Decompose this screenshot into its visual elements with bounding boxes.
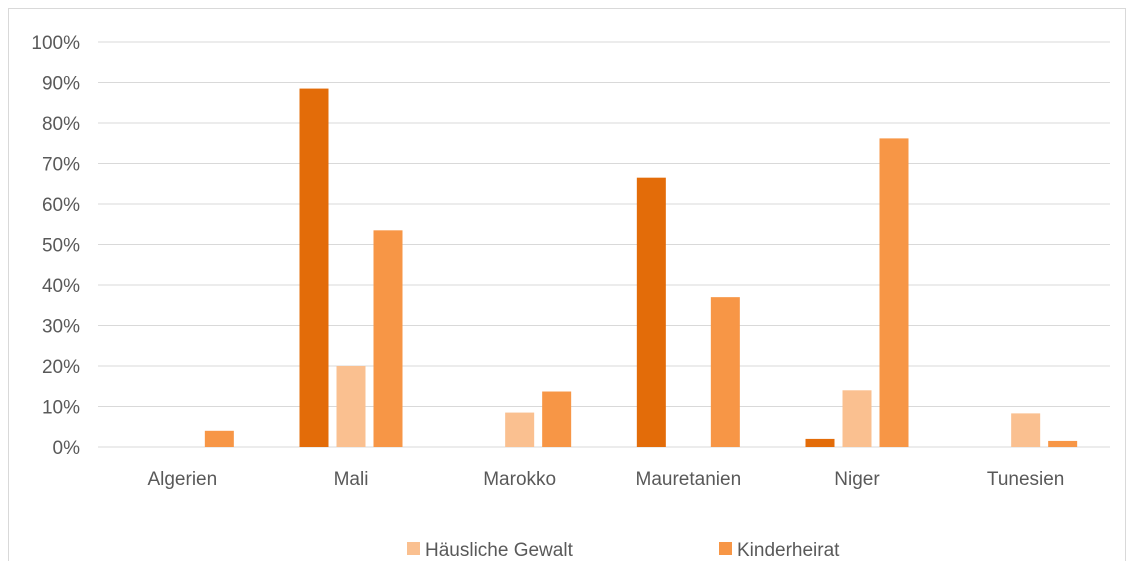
bar-niger-series-3 — [879, 138, 909, 447]
y-tick-label: 60% — [42, 195, 80, 216]
bar-mali-series-2 — [336, 366, 366, 447]
y-tick-label: 70% — [42, 155, 80, 176]
x-category-label: Niger — [834, 469, 880, 490]
legend: Häusliche Gewalt Kinderheirat — [407, 540, 840, 561]
legend-swatch — [407, 542, 420, 555]
gridlines — [98, 41, 1110, 448]
x-category-label: Algerien — [147, 469, 217, 490]
legend-label: Kinderheirat — [737, 540, 840, 561]
x-category-label: Mali — [334, 469, 369, 490]
bar-tunesien-series-2 — [1011, 413, 1041, 447]
y-tick-label: 50% — [42, 236, 80, 257]
bar-niger-series-1 — [805, 438, 835, 447]
bar-mali-series-3 — [373, 230, 403, 447]
bars — [204, 88, 1078, 448]
y-tick-label: 0% — [53, 438, 81, 459]
y-axis-tick-labels: 0% 10% 20% 30% 40% 50% 60% 70% 80% 90% 100% — [31, 33, 80, 459]
bar-mauretanien-series-3 — [710, 297, 740, 447]
x-category-label: Tunesien — [987, 469, 1064, 490]
y-tick-label: 100% — [31, 33, 80, 54]
x-category-label: Marokko — [483, 469, 556, 490]
y-tick-label: 20% — [42, 357, 80, 378]
bar-algerien-series-3 — [204, 430, 234, 447]
chart-frame — [8, 8, 1126, 561]
legend-label: Häusliche Gewalt — [425, 540, 574, 561]
bar-mauretanien-series-1 — [636, 177, 666, 448]
y-tick-label: 80% — [42, 114, 80, 135]
bar-niger-series-2 — [842, 390, 872, 447]
x-axis-category-labels: Algerien Mali Marokko Mauretanien Niger Tunes… — [147, 469, 1064, 490]
legend-swatch — [719, 542, 732, 555]
bar-marokko-series-2 — [505, 412, 535, 447]
y-tick-label: 10% — [42, 398, 80, 419]
bar-marokko-series-3 — [542, 391, 572, 447]
bar-tunesien-series-3 — [1048, 440, 1078, 447]
y-tick-label: 90% — [42, 74, 80, 95]
y-tick-label: 30% — [42, 317, 80, 338]
y-tick-label: 40% — [42, 276, 80, 297]
bar-mali-series-1 — [299, 88, 329, 447]
x-category-label: Mauretanien — [636, 469, 742, 490]
